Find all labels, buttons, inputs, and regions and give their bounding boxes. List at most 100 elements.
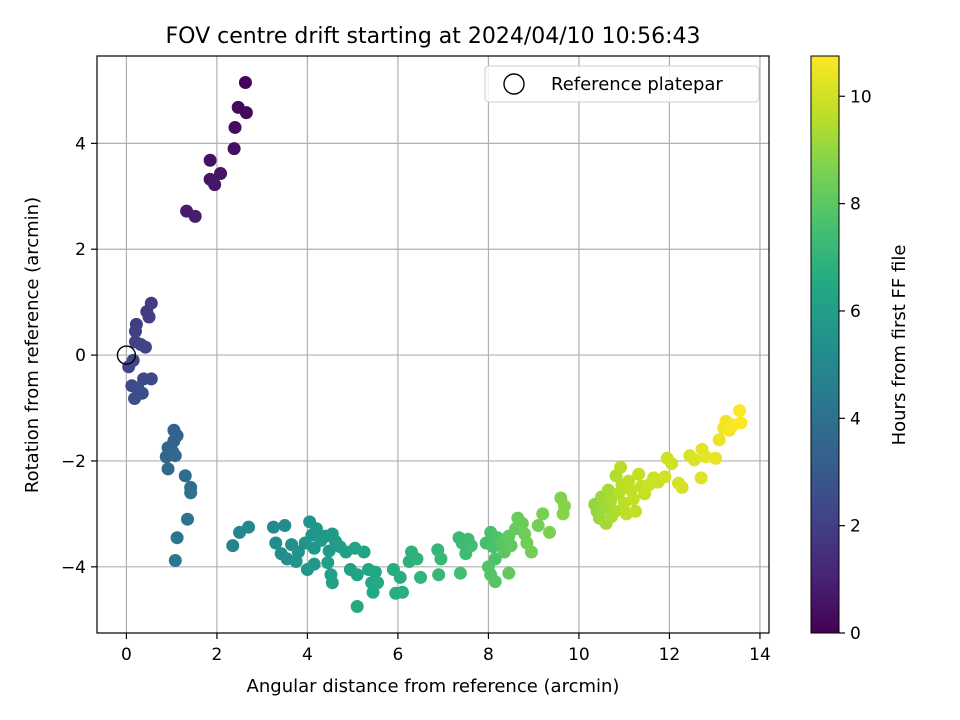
scatter-point [357,545,371,559]
reference-point [116,345,137,365]
colorbar-tick-label: 6 [850,302,861,322]
x-tick-label: 14 [749,645,771,665]
chart-title: FOV centre drift starting at 2024/04/10 … [166,24,701,49]
scatter-point [122,360,136,374]
scatter-point [393,570,407,584]
scatter-point [699,450,713,464]
scatter-point [524,545,538,559]
colorbar-gradient [810,55,840,634]
scatter-point [168,553,182,567]
scatter-point [227,142,241,156]
scatter-point [321,556,335,570]
colorbar-tick-label: 0 [850,624,861,644]
scatter-point [536,507,550,521]
scatter-point [543,525,557,539]
scatter-point [434,552,448,566]
scatter-point [368,565,382,579]
scatter-point [226,539,240,553]
scatter-point [601,483,615,497]
scatter-point [214,167,228,181]
scatter-point [675,480,689,494]
scatter-point [350,600,364,614]
scatter-point [687,453,701,467]
legend: Reference platepar [484,65,760,103]
y-axis: −4 −2 0 2 4 [61,134,97,578]
scatter-point [266,520,280,534]
x-tick-label: 6 [393,645,404,665]
scatter-point [238,75,252,89]
y-axis-label: Rotation from reference (arcmin) [22,197,43,493]
scatter-point [325,576,339,590]
scatter-point [128,324,142,338]
colorbar-ticks: 0 2 4 6 8 10 [839,87,872,644]
x-tick-label: 12 [659,645,681,665]
scatter-point [608,504,622,518]
scatter-point [733,404,747,418]
scatter-point [208,178,222,192]
x-tick-label: 10 [568,645,590,665]
scatter-point [144,372,158,386]
scatter-point [161,462,175,476]
scatter-point [712,433,726,447]
y-tick-label: 0 [75,346,86,366]
scatter-point [309,522,323,536]
colorbar-tick-label: 8 [850,195,861,215]
x-tick-label: 0 [121,645,132,665]
x-tick-label: 4 [302,645,313,665]
scatter-point [128,391,142,405]
scatter-point [278,519,292,533]
scatter-point [168,449,182,463]
y-tick-label: 2 [75,240,86,260]
scatter-point [307,557,321,571]
scatter-point [432,568,446,582]
legend-box [484,65,760,103]
colorbar-tick-label: 4 [850,409,861,429]
y-tick-label: 4 [75,134,86,154]
scatter-point [694,471,708,485]
scatter-point [269,536,283,550]
scatter-point [395,585,409,599]
scatter-point [188,209,202,223]
scatter-point [734,416,748,430]
scatter-point [239,106,253,120]
scatter-point [203,153,217,167]
scatter-point [142,310,156,324]
scatter-point [556,507,570,521]
scatter-point [170,531,184,545]
legend-label: Reference platepar [551,74,723,95]
colorbar-tick-label: 10 [850,87,872,107]
scatter-point [709,451,723,465]
scatter-point [242,520,256,534]
colorbar-tick-label: 2 [850,517,861,537]
scatter-point [632,467,646,481]
scatter-point [626,492,640,506]
scatter-point [184,486,198,500]
scatter-point [665,457,679,471]
y-tick-label: −2 [61,452,86,472]
scatter-point [289,555,303,569]
scatter-point [614,460,628,474]
scatter-point [138,340,152,354]
scatter-point [181,512,195,526]
x-axis-label: Angular distance from reference (arcmin) [247,676,620,697]
colorbar: 0 2 4 6 8 10 Hours from first FF file [810,55,910,644]
scatter-point [228,120,242,134]
scatter-point [464,539,478,553]
scatter-point [502,566,516,580]
scatter-point [658,470,672,484]
plot-frame [96,55,770,634]
scatter-point [629,504,643,518]
x-tick-label: 2 [212,645,223,665]
scatter-point [322,544,336,558]
legend-marker-icon [503,73,525,95]
scatter-point [178,469,192,483]
scatter-point [488,575,502,589]
scatter-point [453,566,467,580]
scatter-point [410,552,424,566]
scatter-point [350,568,364,582]
x-axis: 0 2 4 6 8 10 12 14 [121,633,771,665]
y-tick-label: −4 [61,558,86,578]
scatter-point [371,576,385,590]
x-tick-label: 8 [483,645,494,665]
grid [97,56,769,633]
